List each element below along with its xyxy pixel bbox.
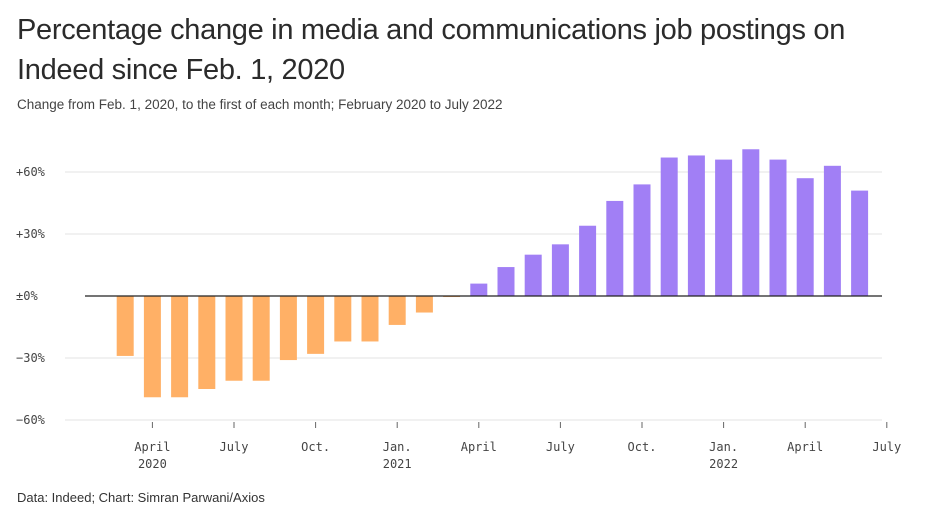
bar-may-2020 [171, 296, 189, 398]
x-tick-label: April [134, 440, 170, 454]
x-tick-label: April [461, 440, 497, 454]
bar-nov-2020 [334, 296, 352, 342]
bar-jan-2021 [388, 296, 406, 325]
x-tick-label: Jan. [709, 440, 738, 454]
source-note: Data: Indeed; Chart: Simran Parwani/Axio… [17, 490, 265, 505]
bar-jul-2021 [551, 244, 569, 296]
chart-title: Percentage change in media and communica… [17, 14, 846, 86]
bar-mar-2020 [116, 296, 134, 356]
x-tick-label: April [787, 440, 823, 454]
y-tick-label: −30% [16, 351, 46, 365]
x-axis-ticks: April 2020 July Oct. Jan. 2021 April July Oct. Ja… [134, 422, 901, 471]
x-tick-year-label: 2021 [383, 457, 412, 471]
x-tick-year-label: 2022 [709, 457, 738, 471]
chart-subtitle: Change from Feb. 1, 2020, to the first o… [17, 97, 503, 112]
bar-aug-2021 [579, 225, 597, 296]
y-axis-ticks: +60% +30% ±0% −30% −60% [16, 165, 46, 427]
x-tick-label: July [872, 440, 901, 454]
x-tick-year-label: 2020 [138, 457, 167, 471]
bar-may-2021 [497, 267, 515, 296]
bar-jun-2021 [524, 254, 542, 296]
x-tick-label: Oct. [628, 440, 657, 454]
bar-aug-2020 [252, 296, 270, 381]
bar-sep-2020 [279, 296, 297, 361]
bar-apr-2020 [143, 296, 161, 398]
bar-jun-2022 [851, 190, 869, 296]
bar-sep-2021 [606, 200, 624, 296]
bar-dec-2020 [361, 296, 379, 342]
bar-apr-2021 [470, 283, 488, 296]
bar-dec-2021 [687, 155, 705, 296]
bar-jun-2020 [198, 296, 216, 389]
bar-apr-2022 [796, 178, 814, 296]
bar-mar-2022 [769, 159, 787, 296]
bar-nov-2021 [660, 157, 678, 296]
bar-may-2022 [823, 165, 841, 296]
y-tick-label: +30% [16, 227, 46, 241]
bar-oct-2020 [307, 296, 325, 354]
bar-jan-2022 [715, 159, 733, 296]
bar-chart: +60% +30% ±0% −30% −60% April 2020 July Oct. Jan… [16, 149, 901, 471]
x-tick-label: Jan. [383, 440, 412, 454]
y-tick-label: −60% [16, 413, 46, 427]
bars [116, 149, 869, 398]
x-tick-label: July [546, 440, 575, 454]
bar-oct-2021 [633, 184, 651, 296]
bar-jul-2020 [225, 296, 243, 381]
x-tick-label: Oct. [301, 440, 330, 454]
y-tick-label: ±0% [16, 289, 38, 303]
bar-feb-2021 [415, 296, 433, 313]
y-tick-label: +60% [16, 165, 46, 179]
bar-feb-2022 [742, 149, 760, 296]
x-tick-label: July [220, 440, 249, 454]
